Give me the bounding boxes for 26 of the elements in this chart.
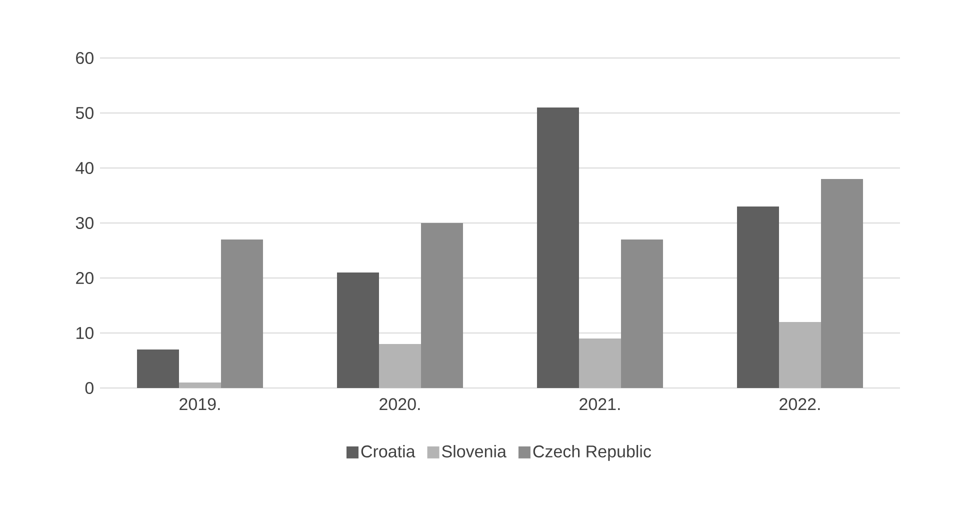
x-tick-label: 2020. — [380, 398, 420, 410]
legend-label: Czech Republic — [533, 444, 652, 461]
bar — [537, 108, 580, 388]
y-tick-label: 0 — [85, 382, 94, 394]
bar — [137, 350, 179, 388]
bar — [421, 223, 464, 388]
legend-label: Slovenia — [442, 444, 506, 458]
legend-label: Croatia — [361, 444, 416, 458]
y-tick-label: 60 — [76, 52, 94, 64]
y-tick-label: 20 — [76, 272, 94, 284]
bar — [179, 382, 222, 388]
bar — [579, 338, 622, 388]
x-tick-label: 2019. — [180, 398, 220, 410]
x-tick-label: 2022. — [780, 398, 820, 410]
bar — [779, 322, 822, 388]
bar — [621, 240, 664, 388]
bar — [821, 179, 864, 388]
bar — [337, 272, 380, 388]
y-tick-label: 10 — [76, 326, 94, 340]
bar — [221, 240, 264, 388]
y-tick-label: 50 — [76, 106, 94, 120]
bar — [737, 206, 780, 388]
y-tick-label: 40 — [76, 162, 94, 174]
bar — [379, 344, 422, 388]
x-tick-label: 2021. — [580, 398, 620, 410]
y-tick-label: 30 — [76, 216, 94, 230]
